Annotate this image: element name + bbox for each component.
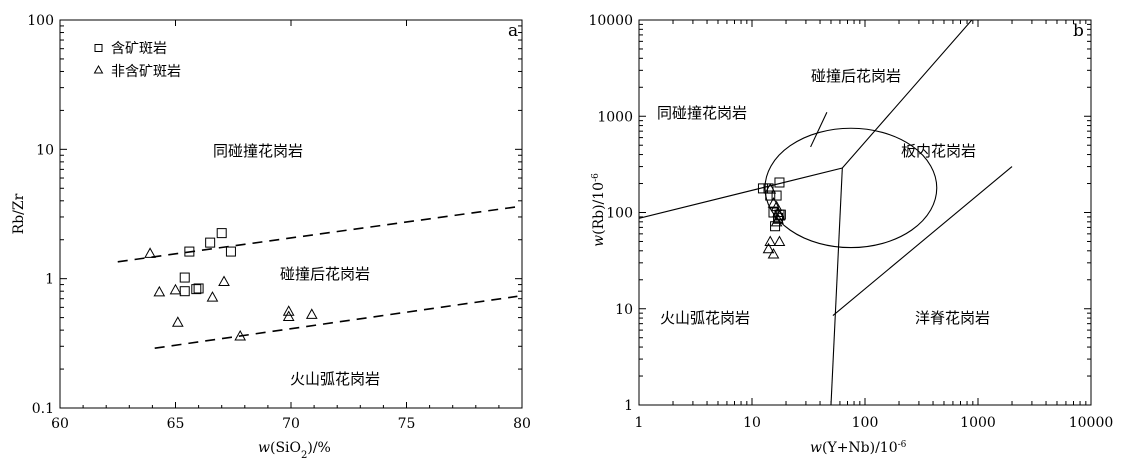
b-triangle-point [762,242,775,254]
b-square-point [774,177,785,188]
zone-volcanic-arc: 火山弧花岗岩 [290,370,380,388]
b-x-tick-label: 10000 [1069,415,1114,431]
b-post-collision-circle [764,127,938,249]
a-square-point [179,272,190,283]
a-dashed-boundary [154,295,518,349]
b-y-tick-label: 1 [624,398,633,414]
b-y-tick-label: 1000 [597,109,633,125]
panel-a-y-axis-title: Rb/Zr [11,193,27,234]
a-x-tick-label: 65 [167,416,185,432]
zone-post-collision-b: 碰撞后花岗岩 [811,67,901,85]
a-triangle-point [171,316,184,327]
b-x-tick-label: 100 [852,415,879,431]
panel-b-ticks [638,19,1092,406]
a-dashed-boundary [117,205,518,263]
a-x-tick-label: 80 [513,416,531,432]
panel-b-label: b [1073,21,1084,41]
b-y-tick-label: 10 [615,302,633,318]
b-square-point [771,190,782,201]
a-triangle-point [153,285,166,297]
b-triangle-point [764,235,777,246]
b-y-tick-label: 10000 [588,13,633,29]
a-x-tick-label: 75 [398,416,416,432]
zone-within-plate: 板内花岗岩 [901,142,976,160]
b-x-tick-label: 10 [743,415,761,431]
a-triangle-point [218,275,230,287]
b-x-tick-label: 1 [635,415,644,431]
zone-ocean-ridge: 洋脊花岗岩 [915,309,990,327]
b-triangle-point [767,248,780,259]
a-square-point [225,246,236,257]
legend-barren-porphyry: 非含矿斑岩 [111,64,181,80]
a-triangle-point [234,330,247,341]
a-square-point [205,237,216,248]
panel-b-tick-labels: 1 10 100 1000 10000 1 10 100 1000 10000 [588,13,1113,431]
b-field-boundary [830,167,843,405]
panel-a-ticks [59,19,523,409]
a-x-tick-label: 70 [282,416,300,432]
a-triangle-point [305,308,318,319]
b-square-point [765,190,776,201]
zone-post-collision: 碰撞后花岗岩 [280,265,370,283]
a-triangle-point [282,310,295,321]
a-triangle-point [282,305,295,316]
a-y-tick-label: 100 [27,13,54,29]
b-triangle-point [773,235,786,246]
b-field-boundary [832,166,1013,316]
b-x-tick-label: 1000 [960,415,996,431]
a-y-tick-label: 1 [45,272,54,288]
b-triangle-point [764,183,777,194]
panel-a-x-axis-title: w(SiO2)/% [258,440,331,461]
zone-syn-collision-b: 同碰撞花岗岩 [657,104,747,122]
a-triangle-point [169,283,182,295]
legend-ore-porphyry: 含矿斑岩 [111,41,167,57]
a-square-point [184,246,195,257]
a-triangle-point [144,247,156,258]
panel-a-points [144,228,318,341]
b-triangle-point [770,215,783,227]
panel-a-tick-labels: 60 65 70 75 80 0.1 1 10 100 [27,13,531,432]
panel-b-x-axis-title: w(Y+Nb)/10-6 [810,440,907,456]
b-label-leader-line [810,112,828,148]
legend-square-marker [94,44,103,52]
panel-b-y-axis-title: w(Rb)/10-6 [591,173,607,247]
a-x-tick-label: 60 [51,416,69,432]
zone-volcanic-arc-b: 火山弧花岗岩 [660,309,750,327]
a-y-tick-label: 0.1 [32,401,54,417]
a-square-point [193,283,204,294]
a-square-point [216,228,227,239]
panel-b-points [757,177,786,259]
a-y-tick-label: 10 [36,142,54,158]
a-square-point [179,286,190,297]
a-square-point [191,284,202,295]
a-triangle-point [206,291,219,302]
panel-b-boundaries [639,20,1013,405]
zone-syn-collision: 同碰撞花岗岩 [213,142,303,160]
panel-a-label: a [508,21,518,41]
legend-triangle-marker [93,64,104,74]
b-y-tick-label: 100 [606,206,633,222]
